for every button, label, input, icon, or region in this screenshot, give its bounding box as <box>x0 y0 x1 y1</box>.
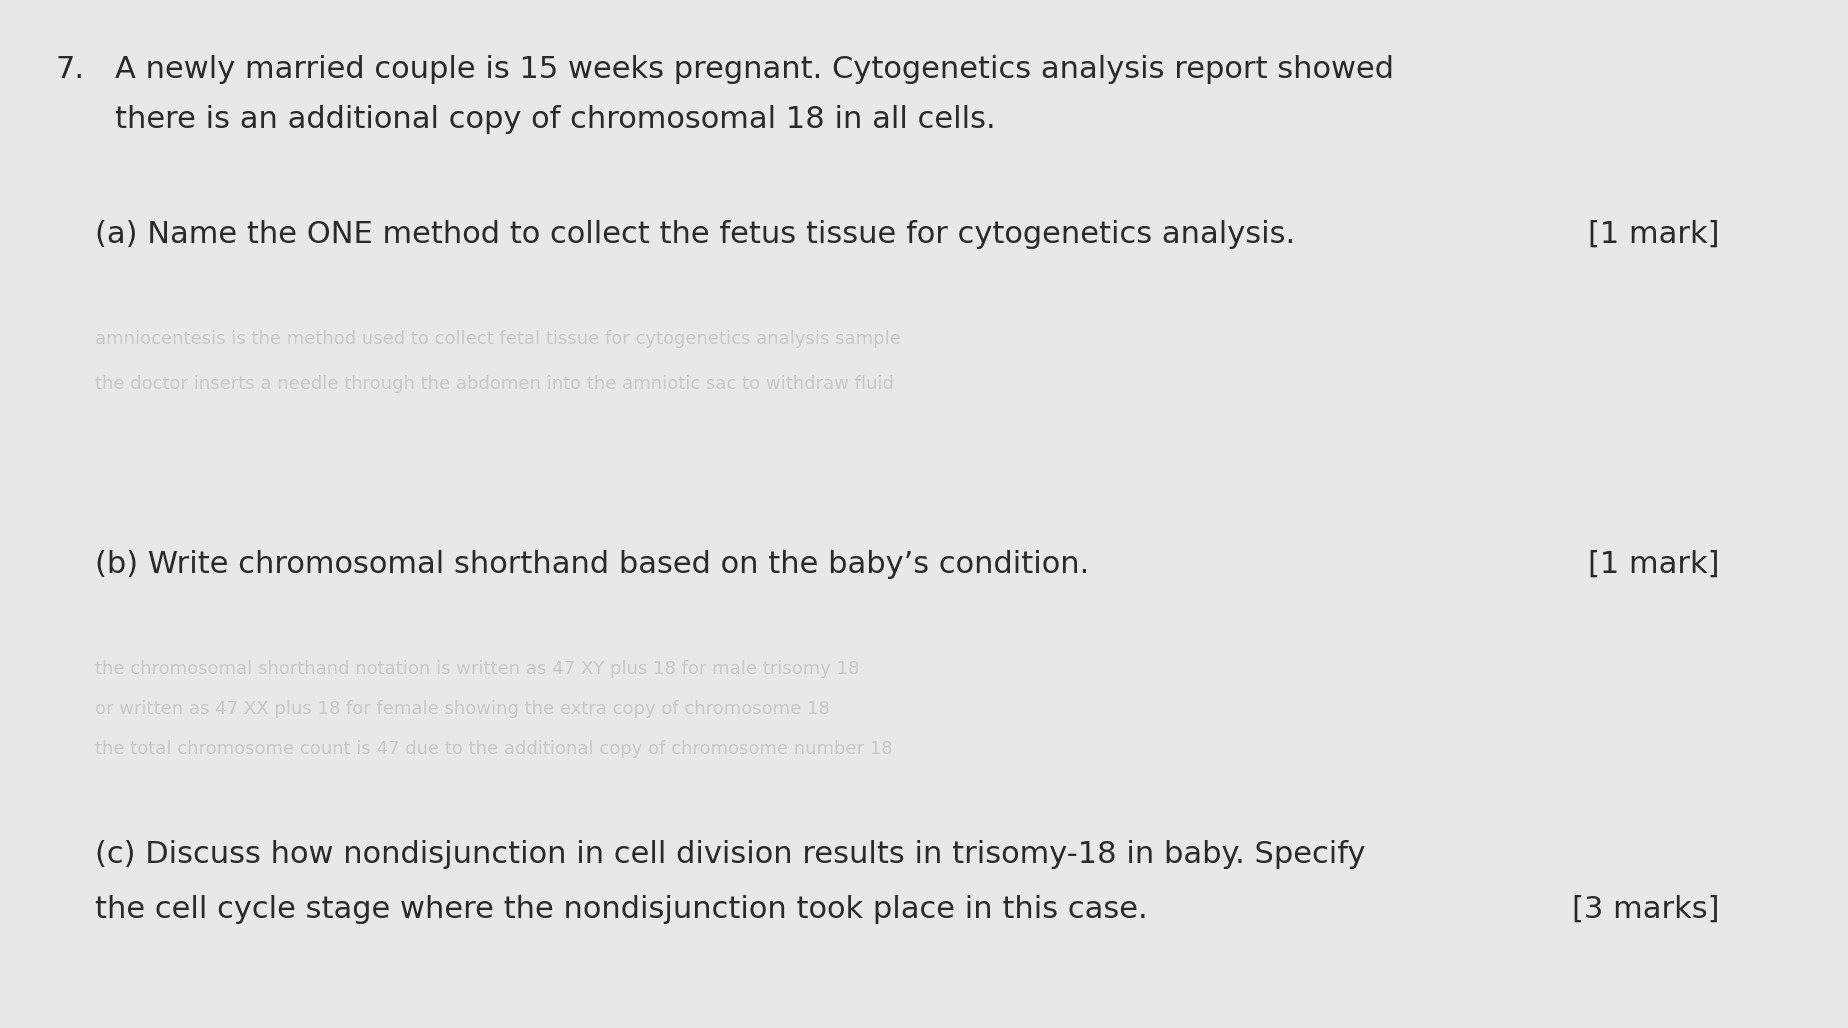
Text: (a) Name the ONE method to collect the fetus tissue for cytogenetics analysis.: (a) Name the ONE method to collect the f… <box>94 220 1295 249</box>
Text: A newly married couple is 15 weeks pregnant. Cytogenetics analysis report showed: A newly married couple is 15 weeks pregn… <box>115 56 1393 84</box>
Text: or written as 47 XX plus 18 for female showing the extra copy of chromosome 18: or written as 47 XX plus 18 for female s… <box>94 700 830 718</box>
Text: (c) Discuss how nondisjunction in cell division results in trisomy-18 in baby. S: (c) Discuss how nondisjunction in cell d… <box>94 840 1366 869</box>
Text: [3 marks]: [3 marks] <box>1573 895 1720 924</box>
Text: (b) Write chromosomal shorthand based on the baby’s condition.: (b) Write chromosomal shorthand based on… <box>94 550 1088 579</box>
Text: there is an additional copy of chromosomal 18 in all cells.: there is an additional copy of chromosom… <box>115 105 996 134</box>
Text: the cell cycle stage where the nondisjunction took place in this case.: the cell cycle stage where the nondisjun… <box>94 895 1148 924</box>
Text: the total chromosome count is 47 due to the additional copy of chromosome number: the total chromosome count is 47 due to … <box>94 740 893 758</box>
Text: amniocentesis is the method used to collect fetal tissue for cytogenetics analys: amniocentesis is the method used to coll… <box>94 330 900 348</box>
Text: [1 mark]: [1 mark] <box>1589 550 1720 579</box>
Text: the doctor inserts a needle through the abdomen into the amniotic sac to withdra: the doctor inserts a needle through the … <box>94 375 894 393</box>
Text: 7.: 7. <box>55 56 83 84</box>
Text: [1 mark]: [1 mark] <box>1589 220 1720 249</box>
Text: the chromosomal shorthand notation is written as 47 XY plus 18 for male trisomy : the chromosomal shorthand notation is wr… <box>94 660 859 678</box>
